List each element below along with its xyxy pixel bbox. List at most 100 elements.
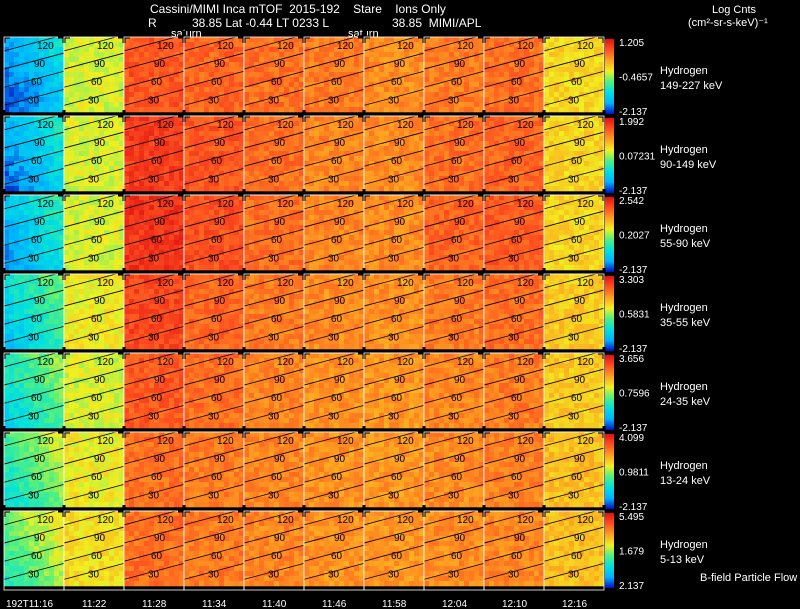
heatmap-panel: 120 90 60 30 (298, 426, 370, 508)
contour-label: 60 (211, 472, 223, 483)
contour-label: 90 (274, 217, 286, 228)
contour-label: 60 (271, 551, 283, 562)
colorbar (605, 276, 614, 351)
contour-label: 90 (574, 138, 586, 149)
contour-label: 30 (448, 174, 460, 185)
contour-label: 90 (394, 217, 406, 228)
heatmap-panel: 120 90 60 30 (418, 505, 490, 587)
units-line-1: Log Cnts (712, 4, 757, 16)
contour-label: 60 (451, 393, 463, 404)
contour-label: 120 (517, 357, 534, 368)
contour-label: 60 (31, 472, 43, 483)
contour-label: 90 (34, 375, 46, 386)
contour-label: 30 (508, 253, 520, 264)
contour-label: 30 (148, 411, 160, 422)
contour-label: 120 (577, 436, 594, 447)
contour-label: 60 (571, 235, 583, 246)
contour-label: 60 (91, 314, 103, 325)
contour-label: 120 (277, 515, 294, 526)
contour-label: 30 (568, 332, 580, 343)
contour-label: 120 (37, 515, 54, 526)
contour-label: 90 (454, 375, 466, 386)
contour-label: 120 (217, 357, 234, 368)
contour-label: 30 (388, 253, 400, 264)
heatmap-panel: 120 90 60 30 (238, 110, 310, 192)
contour-label: 30 (328, 411, 340, 422)
contour-label: 90 (334, 454, 346, 465)
contour-label: 30 (208, 569, 220, 580)
colorbar (605, 434, 614, 509)
contour-label: 30 (328, 490, 340, 501)
contour-label: 120 (457, 41, 474, 52)
contour-label: 30 (208, 174, 220, 185)
contour-label: 120 (97, 120, 114, 131)
colorbar (605, 355, 614, 430)
heatmap-panel: 120 90 60 30 (58, 189, 130, 271)
contour-label: 60 (391, 235, 403, 246)
contour-label: 90 (394, 138, 406, 149)
contour-label: 30 (388, 95, 400, 106)
heatmap-panel: 120 90 60 30 (58, 31, 130, 113)
heatmap-panel: 120 90 60 30 (418, 31, 490, 113)
contour-label: 60 (151, 393, 163, 404)
heatmap-panel: 120 90 60 30 (478, 426, 550, 508)
contour-label: 90 (514, 138, 526, 149)
contour-label: 90 (154, 59, 166, 70)
contour-label: 90 (274, 59, 286, 70)
contour-label: 90 (154, 533, 166, 544)
contour-label: 120 (517, 436, 534, 447)
contour-label: 60 (211, 156, 223, 167)
contour-label: 60 (151, 77, 163, 88)
heatmap-panel: 120 90 60 30 (358, 189, 430, 271)
contour-label: 30 (268, 569, 280, 580)
colorbar-max-label: 5.495 (619, 512, 644, 523)
heatmap-panel: 120 90 60 30 (0, 189, 70, 271)
heatmap-panel: 120 90 60 30 (418, 268, 490, 350)
contour-label: 90 (34, 59, 46, 70)
contour-label: 60 (91, 77, 103, 88)
contour-label: 30 (568, 490, 580, 501)
contour-label: 90 (214, 454, 226, 465)
time-tick-label: 11:40 (262, 599, 287, 609)
footer-note: B-field Particle Flow (700, 572, 798, 584)
contour-label: 60 (271, 472, 283, 483)
species-label: Hydrogen (660, 223, 708, 235)
contour-label: 60 (151, 551, 163, 562)
contour-label: 30 (88, 569, 100, 580)
colorbar-min-label: 2.137 (619, 581, 644, 592)
contour-label: 90 (214, 138, 226, 149)
heatmap-panel: 120 90 60 30 (478, 347, 550, 429)
contour-label: 30 (148, 332, 160, 343)
contour-label: 30 (568, 174, 580, 185)
heatmap-panel: 120 90 60 30 (538, 31, 610, 113)
colorbar-min-label: -2.137 (619, 502, 648, 513)
contour-label: 120 (157, 515, 174, 526)
species-label: Hydrogen (660, 144, 708, 156)
contour-label: 60 (91, 551, 103, 562)
energy-label: 35-55 keV (660, 317, 711, 329)
contour-label: 60 (211, 77, 223, 88)
heatmap-panel: 120 90 60 30 (58, 110, 130, 192)
contour-label: 60 (151, 314, 163, 325)
info-right: 38.85 MIMI/APL (392, 16, 482, 30)
contour-label: 60 (571, 156, 583, 167)
heatmap-panel: 120 90 60 30 (58, 268, 130, 350)
colorbar-mid-label: 0.7596 (619, 389, 650, 400)
colorbar-mid-label: 1.679 (619, 547, 644, 558)
contour-label: 60 (451, 314, 463, 325)
contour-label: 30 (568, 253, 580, 264)
contour-label: 90 (94, 138, 106, 149)
contour-label: 30 (448, 569, 460, 580)
contour-label: 30 (328, 569, 340, 580)
contour-label: 30 (508, 332, 520, 343)
time-tick-label: 11:34 (202, 599, 227, 609)
contour-label: 60 (391, 314, 403, 325)
contour-label: 60 (571, 472, 583, 483)
contour-label: 60 (31, 156, 43, 167)
colorbar (605, 513, 614, 588)
contour-label: 120 (577, 515, 594, 526)
contour-label: 90 (334, 138, 346, 149)
energy-label: 149-227 keV (660, 80, 723, 92)
contour-label: 90 (274, 138, 286, 149)
species-label: Hydrogen (660, 460, 708, 472)
